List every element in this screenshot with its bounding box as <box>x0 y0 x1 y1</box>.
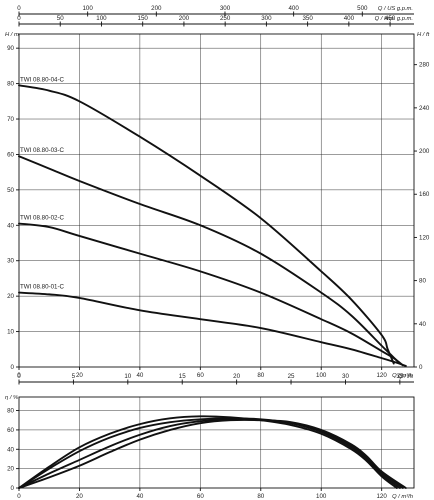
eff-x-axis-tick-label: 0 <box>17 493 21 500</box>
efficiency-curve-4 <box>18 418 407 489</box>
y-right-tick-label: 240 <box>419 105 430 112</box>
ls-axis-tick-label: 15 <box>179 373 186 380</box>
top-axis-1-tick-label: 50 <box>57 15 64 22</box>
x-axis-tick-label: 40 <box>136 372 143 379</box>
eff-y-tick-label: 40 <box>7 446 14 453</box>
eff-x-axis-tick-label: 80 <box>257 493 264 500</box>
eff-x-axis-title: Q / m³/h <box>392 494 413 500</box>
head-curve-3 <box>18 222 404 367</box>
x-axis-tick-label: 20 <box>76 372 83 379</box>
y-left-tick-label: 0 <box>11 364 15 371</box>
x-axis-tick-label: 80 <box>257 372 264 379</box>
x-axis-tick-label: 120 <box>376 372 387 379</box>
eff-x-axis-tick-label: 40 <box>136 493 143 500</box>
top-axis-1-tick-label: 400 <box>344 15 355 22</box>
ls-axis-tick-label: 30 <box>342 373 349 380</box>
eff-x-axis-tick-label: 120 <box>376 493 387 500</box>
y-right-tick-label: 40 <box>419 321 426 328</box>
ls-axis-title: Q / l/s <box>398 374 413 380</box>
y-right-tick-label: 280 <box>419 62 430 69</box>
y-left-tick-label: 80 <box>7 81 14 88</box>
head-curve-2 <box>18 155 401 365</box>
efficiency-curve-2 <box>18 417 401 489</box>
top-axis-1-tick-label: 100 <box>96 15 107 22</box>
y-right-tick-label: 160 <box>419 191 430 198</box>
eff-y-tick-label: 0 <box>11 485 15 492</box>
top-axis-1-tick-label: 250 <box>220 15 231 22</box>
head-curve-3-label: TWI 08.80-02-C <box>20 215 65 222</box>
eff-x-axis-tick-label: 20 <box>76 493 83 500</box>
y-left-tick-label: 50 <box>7 187 14 194</box>
y-left-tick-label: 10 <box>7 329 14 336</box>
ls-axis-tick-label: 25 <box>288 373 295 380</box>
labels: 0 100 200 300 400 500 Q / US g.p.m.0 50 100 150 20… <box>5 5 430 500</box>
y-right-tick-label: 200 <box>419 148 430 155</box>
axes <box>16 11 417 491</box>
head-curve-2-label: TWI 08.80-03-C <box>20 147 65 154</box>
top-axis-1-tick-label: 450 <box>385 15 396 22</box>
ls-axis-tick-label: 10 <box>124 373 131 380</box>
efficiency-curve-1 <box>18 415 398 489</box>
y-left-tick-label: 20 <box>7 293 14 300</box>
top-axis-1-tick-label: 300 <box>261 15 272 22</box>
top-axis-0-tick-label: 200 <box>151 5 162 12</box>
x-axis-tick-label: 100 <box>316 372 327 379</box>
eff-y-tick-label: 80 <box>7 408 14 415</box>
top-axis-1-tick-label: 350 <box>302 15 313 22</box>
top-axis-0-title: Q / US g.p.m. <box>378 6 413 12</box>
y-right-tick-label: 80 <box>419 278 426 285</box>
x-axis-tick-label: 60 <box>197 372 204 379</box>
y-left-tick-label: 30 <box>7 258 14 265</box>
head-curve-4-label: TWI 08.80-01-C <box>20 284 65 291</box>
top-axis-0-tick-label: 400 <box>288 5 299 12</box>
y-right-title: H / ft <box>417 32 430 38</box>
eff-x-axis-tick-label: 100 <box>316 493 327 500</box>
head-curve-1-label: TWI 08.80-04-C <box>20 76 65 83</box>
eff-y-tick-label: 20 <box>7 466 14 473</box>
y-left-tick-label: 60 <box>7 151 14 158</box>
top-axis-0-tick-label: 100 <box>82 5 93 12</box>
y-left-tick-label: 90 <box>7 45 14 52</box>
top-axis-1-title: Q / Imp. g.p.m. <box>375 16 413 22</box>
top-axis-0-tick-label: 300 <box>220 5 231 12</box>
head-curve-4 <box>18 291 407 367</box>
y-left-tick-label: 40 <box>7 222 14 229</box>
y-left-title: H / m <box>5 32 19 38</box>
eff-y-tick-label: 60 <box>7 427 14 434</box>
top-axis-1-tick-label: 0 <box>17 15 21 22</box>
head-curve-1 <box>18 84 395 365</box>
top-axis-0-tick-label: 500 <box>357 5 368 12</box>
ls-axis-tick-label: 35 <box>396 373 403 380</box>
efficiency-chart-frame <box>18 396 415 489</box>
ls-axis-tick-label: 20 <box>233 373 240 380</box>
top-axis-0-tick-label: 0 <box>17 5 21 12</box>
top-axis-1-tick-label: 150 <box>138 15 149 22</box>
curves <box>18 84 407 489</box>
y-right-tick-label: 0 <box>419 364 423 371</box>
x-axis-title: Q / m³/h <box>392 373 413 379</box>
ls-axis-tick-label: 0 <box>17 373 21 380</box>
eff-x-axis-tick-label: 60 <box>197 493 204 500</box>
eff-y-title: η / % <box>5 395 18 401</box>
grid <box>19 34 414 488</box>
y-left-tick-label: 70 <box>7 116 14 123</box>
head-chart-frame <box>18 33 415 368</box>
x-axis-tick-label: 0 <box>17 372 21 379</box>
y-right-tick-label: 120 <box>419 234 430 241</box>
ls-axis-tick-label: 5 <box>72 373 76 380</box>
top-axis-1-tick-label: 200 <box>179 15 190 22</box>
